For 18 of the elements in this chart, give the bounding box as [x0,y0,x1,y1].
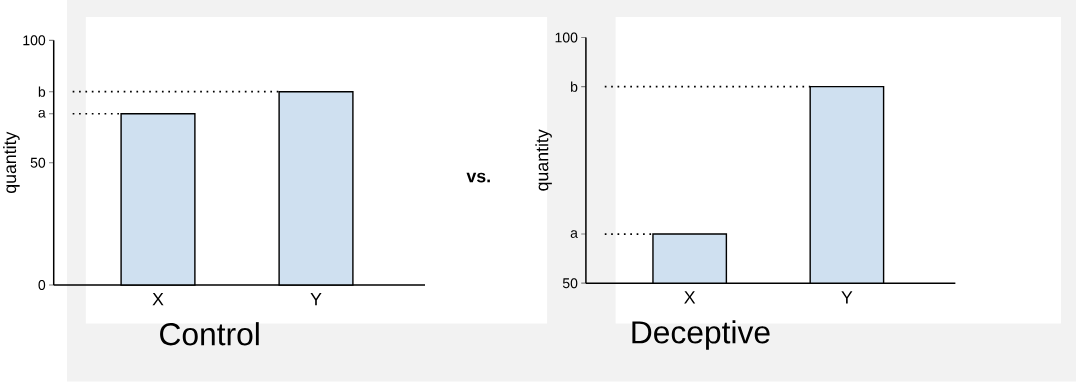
y-axis-title: quantity [535,129,552,191]
y-axis-title: quantity [3,131,20,194]
text: Deceptive [632,320,770,351]
x-tick-label: Y [310,293,322,306]
y-tick-label: 0 [38,280,46,291]
y-tick-label: b [38,86,46,98]
y-tick-label: a [570,230,578,239]
y-tick-label: 100 [555,32,578,43]
x-tick-label: Y [841,291,853,304]
text: Control [160,322,259,346]
x-tick-label: X [152,293,164,306]
y-tick-label: a [38,110,46,118]
y-tick-label: 50 [562,278,578,289]
x-tick-label: X [684,291,696,304]
text: vs. [466,172,490,183]
y-tick-label: 50 [30,157,46,168]
y-tick-label: 100 [23,35,46,46]
y-tick-label: b [571,81,578,92]
